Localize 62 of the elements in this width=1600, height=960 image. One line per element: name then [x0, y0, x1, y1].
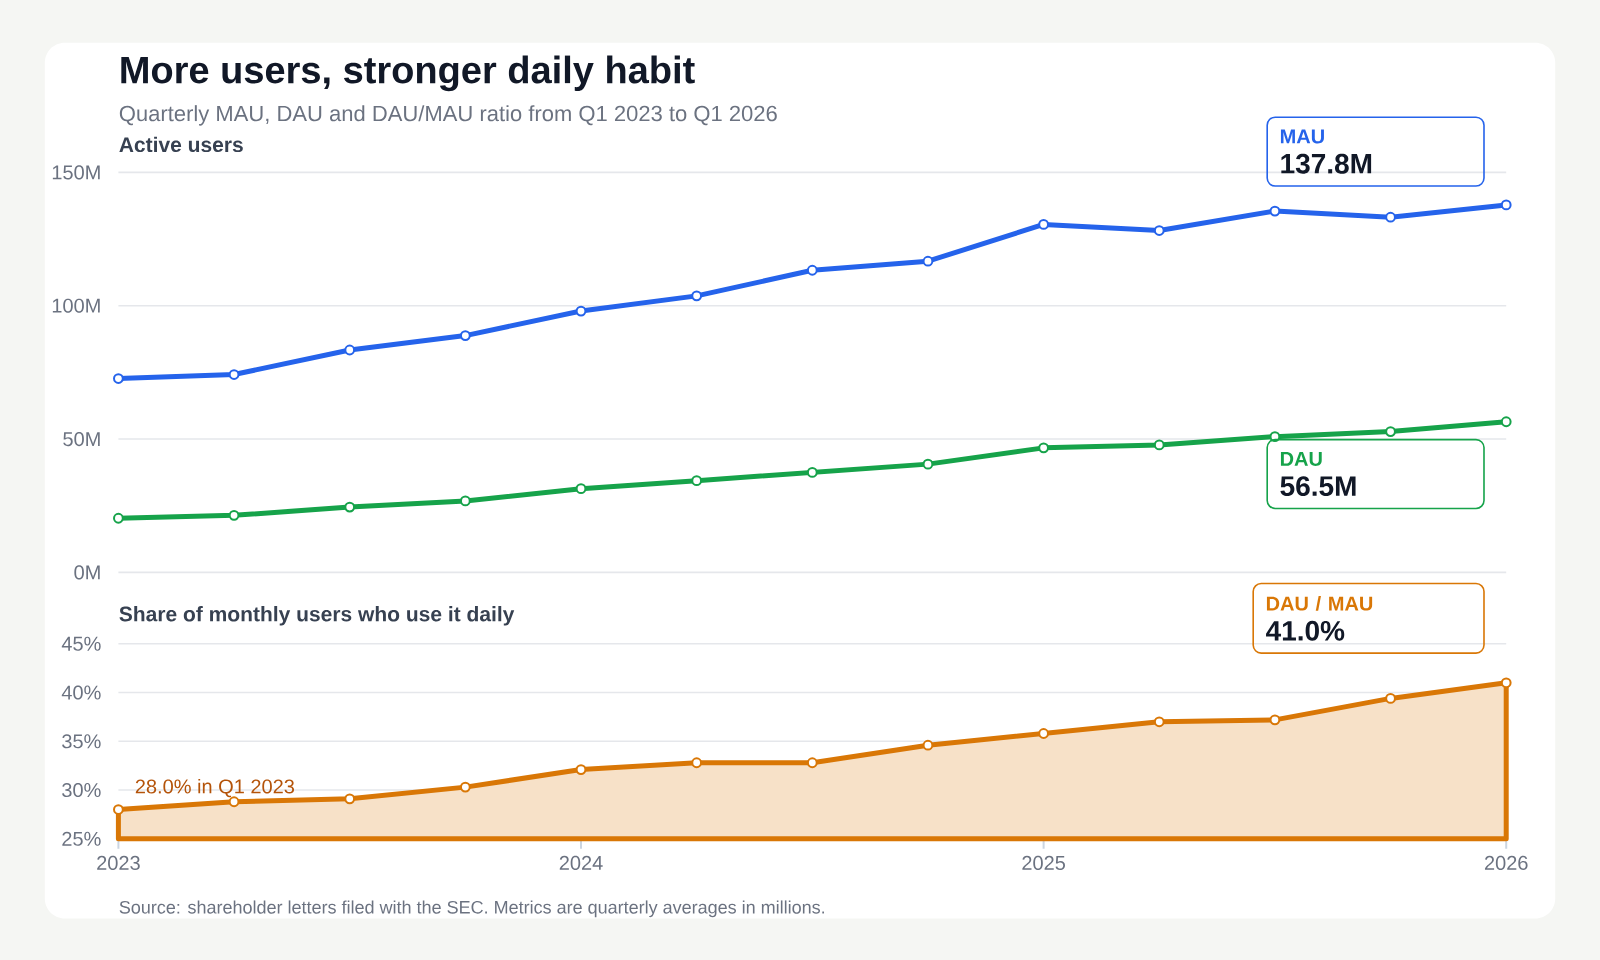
point — [344, 344, 356, 356]
y-tick-label: 40% — [61, 685, 101, 700]
point — [344, 793, 356, 805]
annotation: 28.0% in Q1 2023 — [135, 778, 295, 798]
point — [1038, 218, 1050, 230]
point — [922, 739, 934, 751]
y-tick-label: 30% — [62, 782, 101, 798]
point — [459, 330, 471, 341]
point — [691, 757, 703, 769]
point — [806, 757, 818, 769]
x-tick-label: 2024 — [559, 855, 603, 871]
point — [1269, 205, 1281, 217]
point — [1269, 714, 1281, 726]
point — [113, 512, 124, 524]
x-tick-label: 2025 — [1022, 855, 1066, 871]
annotation: 137.8M — [1281, 153, 1372, 174]
y-tick-label: 0M — [74, 565, 100, 580]
y-axis-title: Active users — [119, 136, 243, 153]
x-tick-label: 2026 — [1484, 855, 1528, 871]
point — [1153, 716, 1165, 728]
point — [691, 290, 703, 302]
series-label: DAU — [1280, 451, 1322, 466]
point — [228, 369, 240, 380]
annotation: 56.5M — [1280, 476, 1356, 497]
text: 41.0% — [1266, 620, 1345, 641]
point — [575, 483, 587, 495]
y-tick-label: 25% — [62, 831, 101, 846]
point — [1500, 416, 1512, 428]
point — [806, 264, 818, 276]
point — [1038, 442, 1050, 454]
point — [575, 764, 587, 775]
point — [1500, 199, 1512, 211]
chart-title: More users, stronger daily habit — [121, 55, 695, 92]
y-axis-title: Share of monthly users who use it daily — [119, 606, 515, 626]
point — [806, 467, 818, 478]
point — [1038, 728, 1050, 739]
point — [1385, 426, 1396, 437]
y-tick-label: 50M — [63, 431, 100, 447]
point — [575, 305, 587, 317]
point — [922, 255, 934, 267]
point — [691, 475, 703, 487]
point — [113, 373, 124, 384]
point — [1385, 693, 1396, 704]
y-tick-label: 150M — [52, 165, 100, 180]
y-tick-label: 45% — [61, 636, 101, 651]
y-tick-label: 100M — [52, 298, 100, 313]
point — [344, 501, 356, 513]
text: DAU / MAU — [1266, 595, 1373, 611]
x-tick-label: 2023 — [97, 855, 140, 871]
point — [922, 458, 934, 470]
point — [113, 804, 124, 815]
text: MAU — [1280, 129, 1324, 144]
point — [459, 781, 471, 793]
y-tick-label: 35% — [62, 734, 101, 749]
point — [1153, 225, 1165, 236]
point — [459, 495, 471, 507]
point — [1385, 211, 1396, 223]
point — [1500, 677, 1512, 689]
point — [1153, 439, 1165, 451]
chart-subtitle: Quarterly MAU, DAU and DAU/MAU ratio from Q1 2023 to Q1 2026 — [119, 105, 777, 126]
point — [228, 509, 240, 521]
source-note: Source: shareholder letters filed with the SEC. Metrics are quarterly averages in millions. — [119, 900, 825, 918]
